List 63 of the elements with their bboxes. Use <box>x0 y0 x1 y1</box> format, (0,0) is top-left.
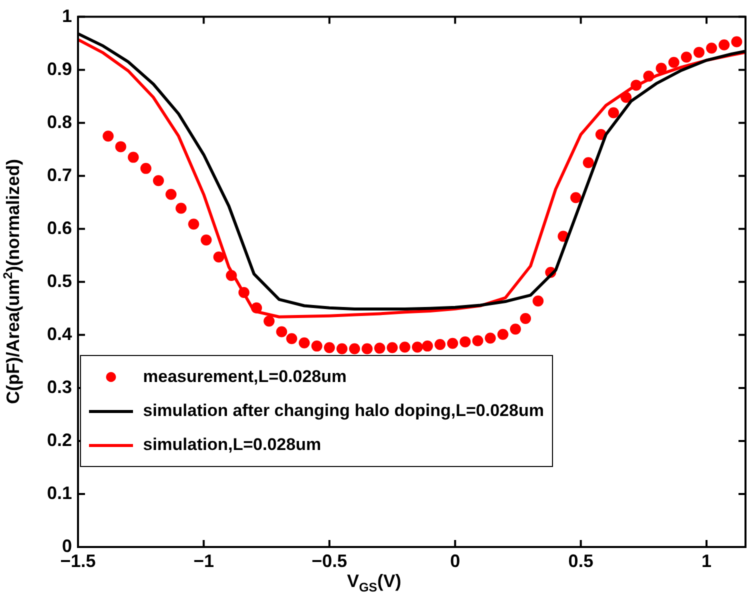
point <box>213 251 224 262</box>
x-tick-label: 0 <box>450 550 460 571</box>
point <box>286 333 298 344</box>
legend-label: simulation,L=0.028um <box>143 435 322 456</box>
x-tick-label: 0.5 <box>568 550 594 571</box>
y-tick-label: 1 <box>62 6 72 26</box>
point <box>152 175 164 186</box>
point <box>472 335 484 346</box>
y-tick-label: 0.1 <box>46 482 72 503</box>
y-tick-label: 0.6 <box>46 218 72 238</box>
point <box>656 62 667 74</box>
point <box>399 342 410 353</box>
point <box>298 337 310 348</box>
point <box>693 46 704 58</box>
point <box>374 342 386 354</box>
y-tick-label: 0.2 <box>46 430 72 450</box>
x-tick-label: −0.5 <box>312 550 348 571</box>
point <box>497 328 508 340</box>
y-tick-label: 0 <box>62 536 72 556</box>
point <box>731 36 742 48</box>
point <box>386 342 398 354</box>
y-tick-label: 0.4 <box>46 324 72 344</box>
x-tick-label: −1 <box>193 550 214 571</box>
point <box>447 338 458 349</box>
x-tick-label: 1 <box>702 550 712 571</box>
point <box>706 42 718 54</box>
point <box>412 342 423 353</box>
point <box>582 157 594 168</box>
point <box>200 234 212 246</box>
y-tick-label: 0.7 <box>46 164 72 185</box>
legend-label: measurement,L=0.028um <box>143 367 347 388</box>
point <box>102 130 114 142</box>
point <box>176 202 187 214</box>
legend-label: simulation after changing halo doping,L=0.028um <box>143 401 544 422</box>
y-tick-label: 0.5 <box>46 270 72 291</box>
point <box>422 340 433 352</box>
y-tick-label: 0.3 <box>46 376 72 397</box>
point <box>188 218 200 230</box>
point <box>128 152 139 163</box>
point <box>520 312 532 324</box>
point <box>362 343 373 354</box>
point <box>324 342 335 354</box>
point <box>166 188 177 200</box>
point <box>718 39 730 50</box>
point <box>460 336 471 348</box>
point <box>484 332 496 344</box>
point <box>276 326 288 338</box>
point <box>570 192 582 204</box>
point <box>532 295 544 306</box>
point <box>349 343 360 354</box>
point <box>668 56 680 68</box>
x-axis-title: V$_{GS}$(V) <box>347 571 402 595</box>
point <box>608 107 620 118</box>
point <box>264 316 275 327</box>
point <box>680 52 692 63</box>
point <box>140 162 152 174</box>
point <box>336 343 348 354</box>
point <box>311 340 322 352</box>
point <box>510 324 521 335</box>
y-tick-label: 0.8 <box>46 112 72 132</box>
y-tick-label: 0.9 <box>46 58 72 79</box>
point <box>115 141 126 152</box>
point <box>434 338 446 350</box>
